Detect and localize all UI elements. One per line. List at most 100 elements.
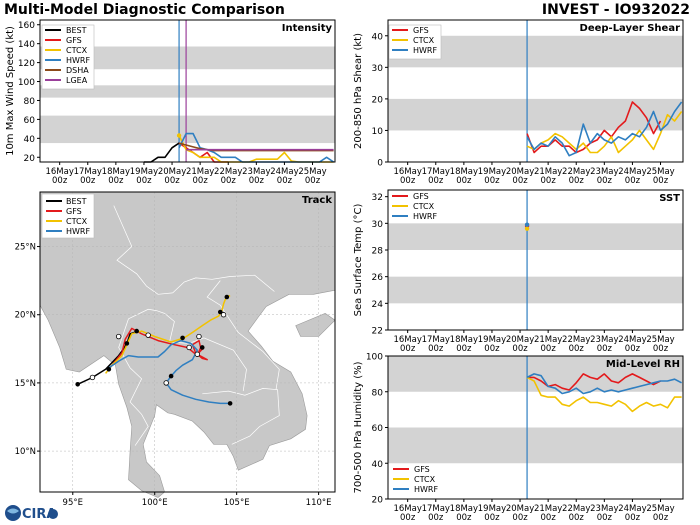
x-tick-date: 24May — [270, 167, 298, 177]
plot-frame — [387, 189, 684, 331]
lon-label: 105°E — [224, 498, 250, 508]
position-marker-open — [163, 380, 169, 386]
legend-label: HWRF — [413, 212, 437, 221]
x-tick-hour: 00z — [625, 513, 641, 523]
y-tick-label: 20 — [372, 496, 384, 506]
lon-label: 110°E — [306, 498, 332, 508]
x-tick-date: 22May — [562, 504, 590, 514]
y-tick-label: 140 — [18, 40, 35, 50]
x-tick-date: 25May — [298, 167, 326, 177]
logo-text: CIRA — [22, 507, 56, 522]
x-tick-date: 23May — [590, 167, 618, 177]
x-tick-date: 21May — [534, 167, 562, 177]
x-tick-date: 19May — [130, 167, 158, 177]
x-tick-hour: 00z — [136, 176, 152, 186]
position-marker — [227, 401, 233, 406]
point-ctcx — [524, 226, 530, 231]
position-marker-open — [89, 374, 96, 381]
x-tick-hour: 00z — [625, 344, 641, 354]
series-best — [144, 142, 180, 163]
x-tick-date: 25May — [646, 167, 674, 177]
x-tick-hour: 00z — [597, 513, 613, 523]
x-tick-hour: 00z — [569, 513, 585, 523]
y-axis-label: Sea Surface Temp (°C) — [353, 204, 364, 317]
x-tick-hour: 00z — [249, 176, 265, 186]
lat-label: 25°N — [15, 243, 36, 253]
cira-logo: CIRA — [5, 505, 58, 522]
x-tick-date: 20May — [158, 167, 186, 177]
x-tick-hour: 00z — [484, 513, 500, 523]
legend-label: LGEA — [66, 76, 88, 85]
y-tick-label: 30 — [372, 64, 384, 74]
legend-label: CTCX — [413, 202, 435, 211]
y-axis-label: 700-500 hPa Humidity (%) — [353, 361, 364, 493]
x-tick-date: 24May — [618, 167, 646, 177]
x-tick-hour: 00z — [80, 176, 96, 186]
y-tick-label: 0 — [377, 159, 383, 169]
x-tick-date: 23May — [590, 335, 618, 345]
position-marker-open — [186, 344, 192, 351]
land-mass — [39, 191, 336, 498]
x-tick-date: 18May — [450, 167, 478, 177]
x-tick-hour: 00z — [512, 513, 528, 523]
legend-label: HWRF — [66, 56, 90, 65]
x-tick-hour: 00z — [569, 176, 585, 186]
x-tick-hour: 00z — [400, 513, 416, 523]
y-tick-label: 24 — [372, 300, 384, 310]
x-tick-date: 17May — [422, 504, 450, 514]
x-tick-hour: 00z — [653, 344, 669, 354]
rh-chart: 2040608010016May00z17May00z18May00z19May… — [353, 353, 684, 523]
x-tick-hour: 00z — [277, 176, 293, 186]
x-tick-hour: 00z — [484, 176, 500, 186]
x-tick-hour: 00z — [108, 176, 124, 186]
track-ctcx — [105, 294, 231, 374]
plot-frame — [387, 19, 684, 163]
x-tick-hour: 00z — [541, 513, 557, 523]
x-tick-hour: 00z — [456, 513, 472, 523]
shade-band — [40, 115, 335, 144]
x-tick-hour: 00z — [193, 176, 209, 186]
x-tick-hour: 00z — [512, 344, 528, 354]
y-tick-label: 80 — [372, 388, 384, 398]
position-marker — [124, 341, 130, 346]
plot-frame — [39, 19, 336, 163]
x-tick-date: 16May — [45, 167, 73, 177]
position-marker — [180, 335, 185, 341]
legend-label: CTCX — [414, 475, 436, 484]
point-hwrf — [524, 222, 530, 227]
legend-label: CTCX — [66, 46, 88, 55]
legend-label: GFS — [413, 26, 429, 35]
x-tick-date: 21May — [534, 335, 562, 345]
lat-label: 20°N — [15, 311, 36, 321]
lon-label: 100°E — [142, 498, 168, 508]
lat-label: 10°N — [15, 447, 36, 457]
x-tick-date: 16May — [393, 167, 421, 177]
position-marker-open — [115, 333, 122, 340]
y-tick-label: 60 — [372, 424, 384, 434]
y-tick-label: 20 — [24, 154, 36, 164]
x-tick-date: 23May — [242, 167, 270, 177]
position-marker — [75, 381, 80, 387]
legend-label: GFS — [66, 207, 82, 216]
y-tick-label: 40 — [372, 32, 384, 42]
shade-band — [388, 223, 683, 250]
x-tick-date: 20May — [506, 167, 534, 177]
x-tick-date: 20May — [506, 335, 534, 345]
x-tick-hour: 00z — [164, 176, 180, 186]
x-tick-hour: 00z — [428, 176, 444, 186]
map-title: Track — [302, 195, 332, 206]
legend-box — [41, 24, 95, 90]
x-tick-hour: 00z — [569, 344, 585, 354]
x-tick-date: 23May — [590, 504, 618, 514]
y-tick-label: 100 — [366, 353, 383, 363]
hainan-island — [295, 313, 336, 337]
track-gfs — [108, 327, 208, 370]
x-tick-date: 17May — [74, 167, 102, 177]
x-tick-date: 18May — [450, 504, 478, 514]
shade-band — [388, 276, 683, 304]
x-tick-date: 25May — [646, 335, 674, 345]
position-marker-open — [220, 312, 227, 318]
country-border — [113, 205, 173, 295]
y-tick-label: 22 — [372, 327, 383, 337]
x-tick-date: 17May — [422, 335, 450, 345]
